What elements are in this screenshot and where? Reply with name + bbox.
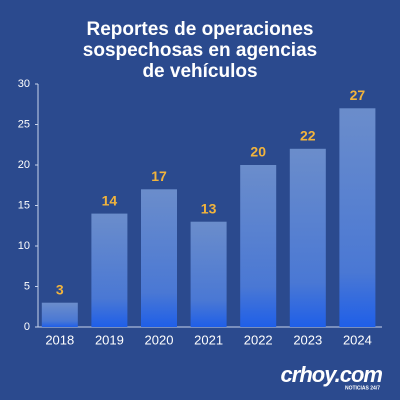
chart-title: de vehículos bbox=[142, 61, 257, 82]
brand-name: crhoy.com bbox=[281, 362, 383, 387]
y-tick-label: 30 bbox=[18, 78, 30, 90]
value-label: 3 bbox=[56, 281, 64, 297]
y-tick-label: 5 bbox=[24, 280, 30, 292]
x-tick-label: 2021 bbox=[194, 332, 223, 347]
bar bbox=[339, 108, 376, 327]
value-label: 17 bbox=[151, 168, 167, 184]
y-tick-label: 0 bbox=[24, 321, 30, 333]
y-tick-label: 15 bbox=[18, 199, 30, 211]
x-tick-label: 2022 bbox=[244, 332, 273, 347]
y-tick-label: 10 bbox=[18, 240, 30, 252]
value-label: 27 bbox=[350, 87, 366, 103]
x-tick-label: 2024 bbox=[343, 332, 372, 347]
x-tick-label: 2019 bbox=[95, 332, 124, 347]
x-tick-label: 2023 bbox=[293, 332, 322, 347]
value-label: 14 bbox=[102, 192, 118, 208]
bar bbox=[141, 189, 177, 327]
x-tick-label: 2020 bbox=[145, 332, 174, 347]
bar bbox=[41, 302, 78, 327]
chart-title: Reportes de operaciones bbox=[86, 19, 313, 40]
value-label: 22 bbox=[300, 128, 316, 144]
bar bbox=[289, 148, 326, 327]
value-label: 20 bbox=[250, 144, 266, 160]
brand-tagline: NOTICIAS 24/7 bbox=[345, 385, 380, 391]
bar bbox=[240, 165, 277, 327]
y-tick-label: 25 bbox=[18, 118, 30, 130]
x-tick-label: 2018 bbox=[45, 332, 74, 347]
value-label: 13 bbox=[201, 200, 217, 216]
chart-title: sospechosas en agencias bbox=[83, 40, 317, 61]
bar bbox=[91, 213, 128, 327]
y-tick-label: 20 bbox=[18, 159, 30, 171]
bar bbox=[190, 221, 227, 327]
